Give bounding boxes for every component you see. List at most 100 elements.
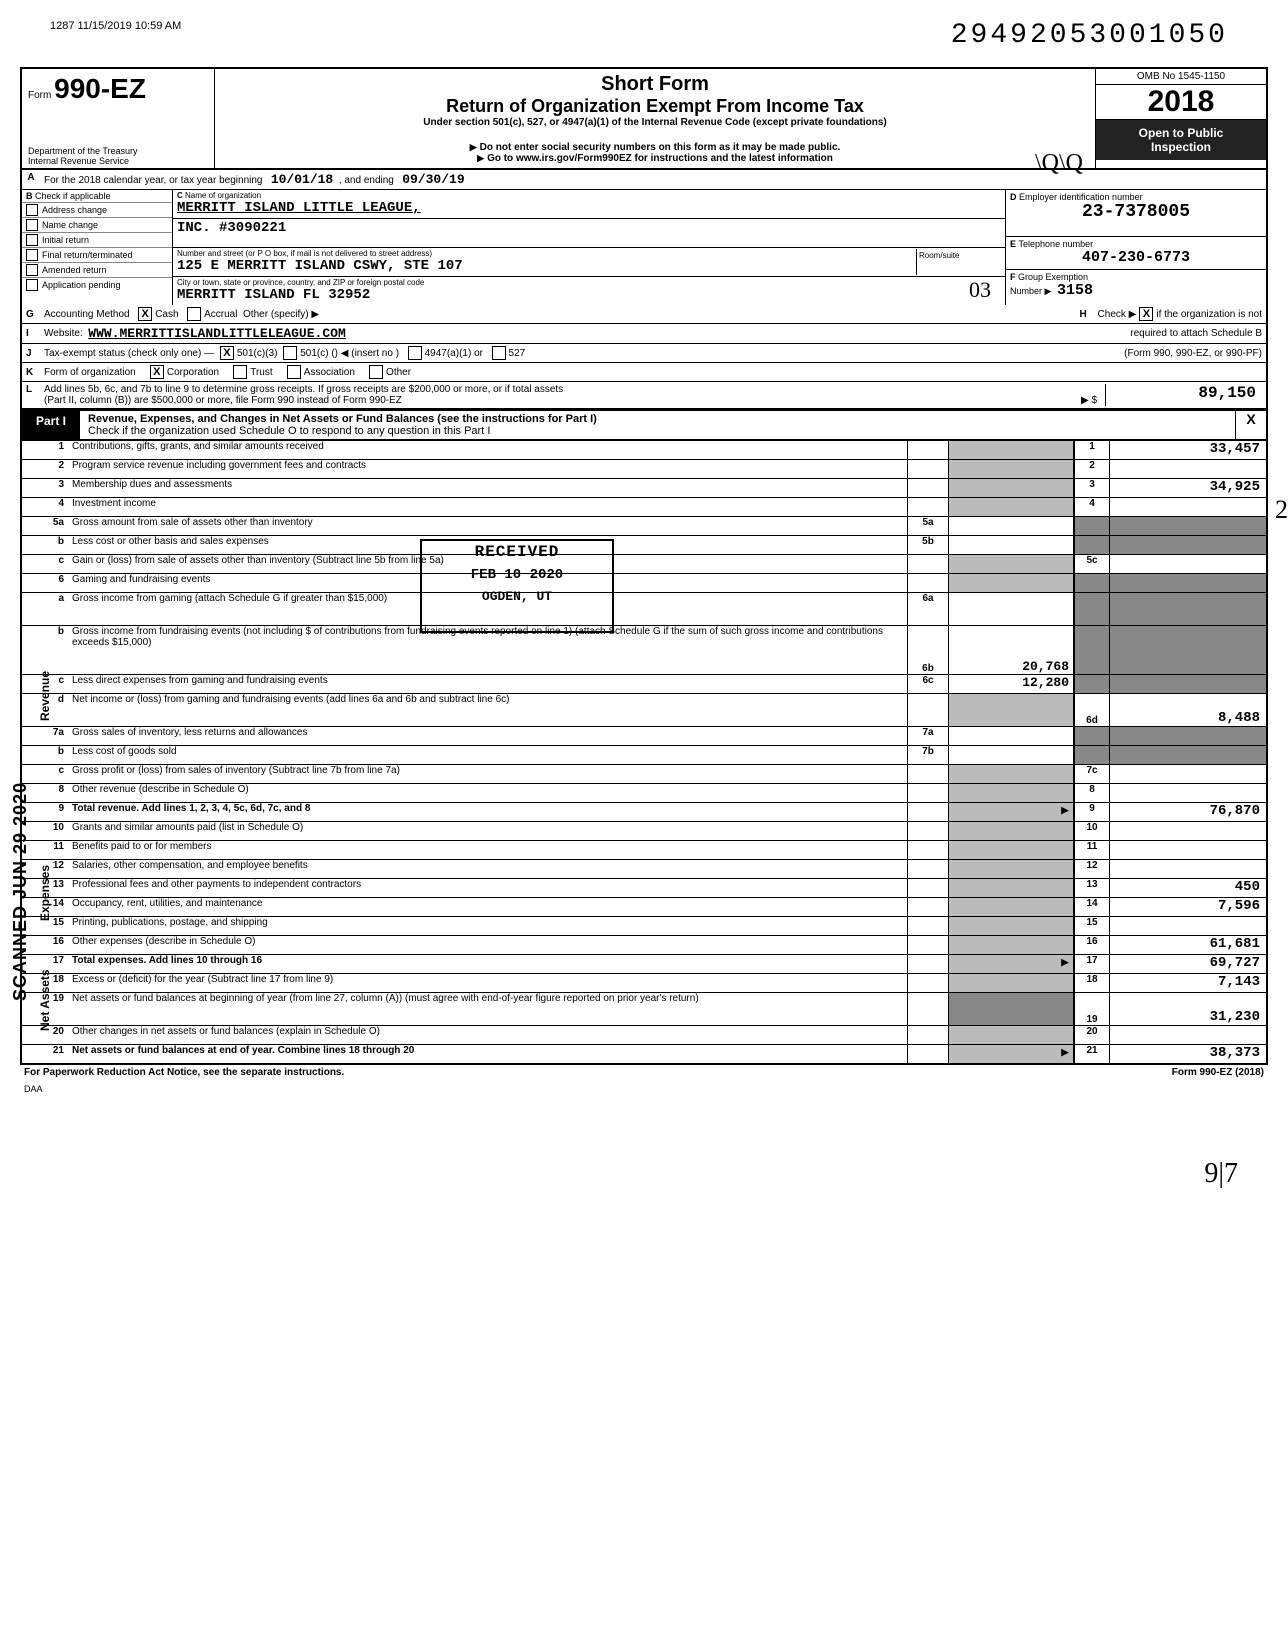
chk-corporation[interactable]: X <box>150 365 164 379</box>
c-label: C <box>177 191 183 200</box>
chk-name-change[interactable]: Name change <box>22 217 172 232</box>
ln6d-val: 8,488 <box>1109 694 1266 726</box>
g-cash: Cash <box>155 309 178 320</box>
chk-amended-return[interactable]: Amended return <box>22 262 172 277</box>
ln13-val: 450 <box>1109 879 1266 897</box>
ln7c-num: c <box>22 765 70 783</box>
chk-other-org[interactable] <box>369 365 383 379</box>
ln20-desc: Other changes in net assets or fund bala… <box>70 1026 907 1044</box>
ln21-desc: Net assets or fund balances at end of ye… <box>70 1045 907 1063</box>
ln10-rbox: 10 <box>1074 822 1109 840</box>
side-netassets: Net Assets <box>38 969 52 1031</box>
k-corp: Corporation <box>167 367 219 378</box>
ln7a-num: 7a <box>22 727 70 745</box>
part1-grid: 1Contributions, gifts, grants, and simil… <box>20 441 1268 1065</box>
ln7b-desc: Less cost of goods sold <box>70 746 907 764</box>
chk-address-change[interactable]: Address change <box>22 202 172 217</box>
ln4-num: 4 <box>22 498 70 516</box>
i-text: Website: <box>44 328 83 339</box>
e-label: E <box>1010 239 1016 249</box>
ln5c-num: c <box>22 555 70 573</box>
i-right: required to attach Schedule B <box>1130 328 1262 339</box>
ln14-val: 7,596 <box>1109 898 1266 916</box>
ln6b-mval: 20,768 <box>949 626 1074 674</box>
ln7b-mval <box>949 746 1074 764</box>
short-form-title: Short Form <box>219 73 1091 96</box>
dln-number: 29492053001050 <box>951 20 1228 51</box>
ln9-val: 76,870 <box>1109 803 1266 821</box>
part1-tab: Part I <box>22 411 80 439</box>
k-text: Form of organization <box>44 367 136 378</box>
ln3-desc: Membership dues and assessments <box>70 479 907 497</box>
ln1-rbox: 1 <box>1074 441 1109 459</box>
l-label: L <box>26 384 44 406</box>
ein: 23-7378005 <box>1010 202 1262 222</box>
j-text: Tax-exempt status (check only one) — <box>44 348 214 359</box>
chk-application-pending[interactable]: Application pending <box>22 277 172 292</box>
telephone: 407-230-6773 <box>1010 249 1262 266</box>
block-bcdef: B Check if applicable Address change Nam… <box>20 190 1268 305</box>
addr-caption: Number and street (or P O box, if mail i… <box>177 249 916 258</box>
ln3-val: 34,925 <box>1109 479 1266 497</box>
g-text: Accounting Method <box>44 309 130 320</box>
b-label: B <box>26 191 33 201</box>
ln6c-mbox: 6c <box>907 675 949 693</box>
ln19-rbox: 19 <box>1074 993 1109 1025</box>
ln6b-num: b <box>22 626 70 674</box>
ln1-val: 33,457 <box>1109 441 1266 459</box>
tax-year: 2018 <box>1096 85 1266 120</box>
open-public-2: Inspection <box>1098 140 1264 154</box>
ln17-val: 69,727 <box>1109 955 1266 973</box>
ln5a-desc: Gross amount from sale of assets other t… <box>70 517 907 535</box>
part1-sub: Check if the organization used Schedule … <box>88 425 490 437</box>
ln16-rbox: 16 <box>1074 936 1109 954</box>
ln2-num: 2 <box>22 460 70 478</box>
chk-trust[interactable] <box>233 365 247 379</box>
chk-501c3[interactable]: X <box>220 346 234 360</box>
ln12-desc: Salaries, other compensation, and employ… <box>70 860 907 878</box>
chk-final-return[interactable]: Final return/terminated <box>22 247 172 262</box>
ln6a-mbox: 6a <box>907 593 949 625</box>
ln6a-num: a <box>22 593 70 625</box>
chk-initial-return[interactable]: Initial return <box>22 232 172 247</box>
tax-year-end: 09/30/19 <box>402 172 464 187</box>
ln14-rbox: 14 <box>1074 898 1109 916</box>
dept-irs: Internal Revenue Service <box>28 156 138 166</box>
ln17-rbox: 17 <box>1074 955 1109 973</box>
chk-association[interactable] <box>287 365 301 379</box>
ln8-desc: Other revenue (describe in Schedule O) <box>70 784 907 802</box>
ln15-rbox: 15 <box>1074 917 1109 935</box>
ln4-desc: Investment income <box>70 498 907 516</box>
ln6a-mval <box>949 593 1074 625</box>
scanned-stamp: SCANNED JUN 29 2020 <box>10 782 31 1001</box>
room-suite-caption: Room/suite <box>916 249 1001 275</box>
ln8-val <box>1109 784 1266 802</box>
ln6c-mval: 12,280 <box>949 675 1074 693</box>
dept-treasury: Department of the Treasury <box>28 146 138 156</box>
city-caption: City or town, state or province, country… <box>177 278 1001 287</box>
chk-cash[interactable]: X <box>138 307 152 321</box>
chk-501c[interactable] <box>283 346 297 360</box>
subtitle: Under section 501(c), 527, or 4947(a)(1)… <box>219 117 1091 128</box>
omb-number: OMB No 1545-1150 <box>1096 69 1266 85</box>
g-accrual: Accrual <box>204 309 237 320</box>
chk-527[interactable] <box>492 346 506 360</box>
ln7c-val <box>1109 765 1266 783</box>
website: WWW.MERRITTISLANDLITTLELEAGUE.COM <box>88 326 345 341</box>
j-label: J <box>26 348 44 359</box>
ln13-rbox: 13 <box>1074 879 1109 897</box>
ln1-num: 1 <box>22 441 70 459</box>
chk-h[interactable]: X <box>1139 307 1153 321</box>
f-label: F <box>1010 272 1016 282</box>
ln15-desc: Printing, publications, postage, and shi… <box>70 917 907 935</box>
ln1-desc: Contributions, gifts, grants, and simila… <box>70 441 907 459</box>
part1-checkbox[interactable]: X <box>1235 411 1266 439</box>
chk-4947[interactable] <box>408 346 422 360</box>
j-4947: 4947(a)(1) or <box>425 348 483 359</box>
org-name-2: INC. #3090221 <box>177 220 286 236</box>
ln2-val <box>1109 460 1266 478</box>
ln19-desc: Net assets or fund balances at beginning… <box>70 993 907 1025</box>
chk-accrual[interactable] <box>187 307 201 321</box>
l-text1: Add lines 5b, 6c, and 7b to line 9 to de… <box>44 384 1081 395</box>
g-label: G <box>26 309 44 320</box>
